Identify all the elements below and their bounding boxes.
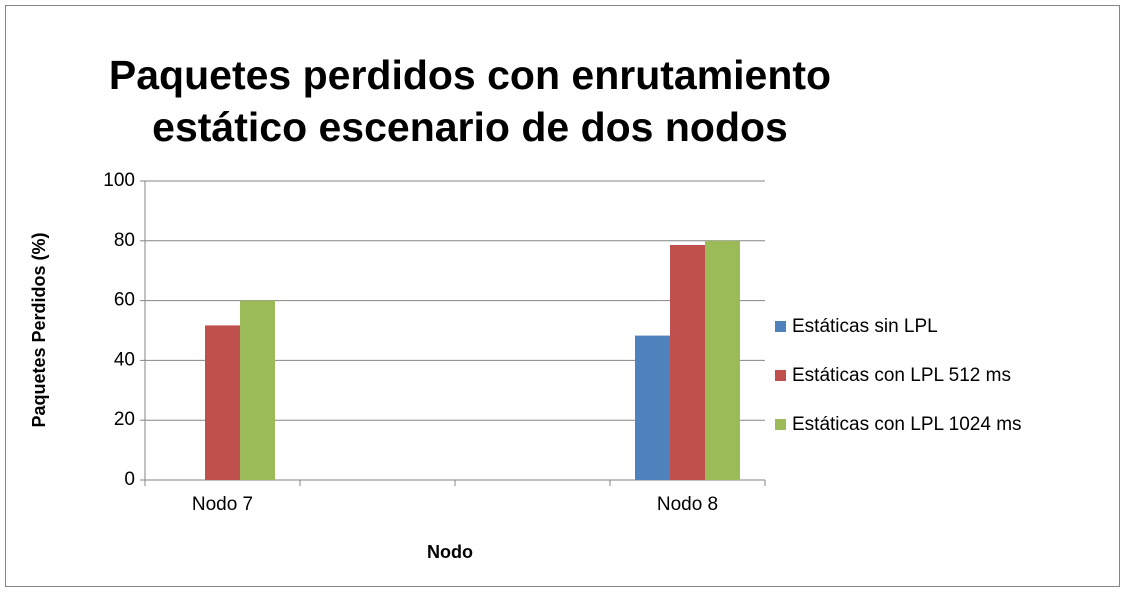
legend-swatch: [775, 321, 786, 332]
chart-title: Paquetes perdidos con enrutamiento: [109, 52, 831, 98]
y-axis-label: Paquetes Perdidos (%): [29, 232, 49, 427]
bar: [705, 240, 740, 480]
x-axis-label: Nodo: [427, 542, 473, 562]
bar: [635, 335, 670, 480]
legend-swatch: [775, 370, 786, 381]
y-tick-label: 0: [124, 469, 135, 490]
x-tick-label: Nodo 8: [657, 494, 718, 515]
bar: [205, 325, 240, 480]
x-tick-label: Nodo 7: [192, 494, 253, 515]
legend-swatch: [775, 419, 786, 430]
y-tick-label: 80: [114, 230, 135, 251]
chart-title-line: estático escenario de dos nodos: [152, 104, 788, 150]
y-tick-label: 20: [114, 409, 135, 430]
y-tick-label: 60: [114, 290, 135, 311]
legend-label: Estáticas con LPL 512 ms: [792, 365, 1011, 386]
y-tick-label: 40: [114, 349, 135, 370]
bar: [670, 244, 705, 480]
bar: [240, 300, 275, 480]
legend-label: Estáticas sin LPL: [792, 316, 938, 337]
chart-border: [5, 5, 1120, 587]
legend-label: Estáticas con LPL 1024 ms: [792, 414, 1022, 435]
y-tick-label: 100: [103, 170, 135, 191]
